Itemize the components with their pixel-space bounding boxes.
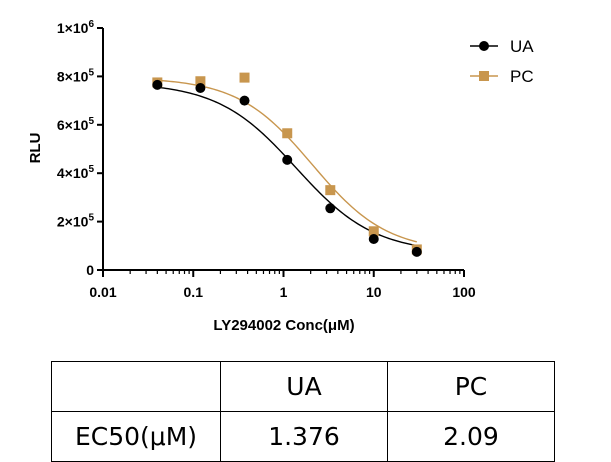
legend: UA PC (470, 37, 534, 86)
y-tick-label: 4×105 (57, 164, 95, 181)
x-tick-label: 10 (366, 284, 382, 300)
x-tick-label: 0.01 (89, 284, 116, 300)
axes: 0 2×105 4×105 6×105 8×105 1×106 0.01 0.1 1 10 100 (57, 19, 476, 300)
y-tick-label: 0 (86, 262, 94, 278)
data-point-ua (195, 83, 206, 94)
data-point-ua (368, 234, 379, 245)
table-cell: 2.09 (387, 411, 555, 462)
x-axis-title: LY294002 Conc(μM) (213, 317, 354, 334)
data-point-pc (368, 226, 379, 237)
legend-item-ua: UA (470, 37, 534, 56)
legend-marker-pc (479, 71, 489, 81)
table-header-row: UA PC (51, 361, 555, 412)
ec50-table: UA PC EC50(μM) 1.376 2.09 (51, 361, 555, 462)
data-point-pc (239, 72, 250, 83)
data-point-ua (152, 79, 163, 90)
y-tick-label: 6×105 (57, 116, 95, 133)
data-point-ua (239, 95, 250, 106)
legend-item-pc: PC (470, 67, 534, 86)
y-tick-label: 8×105 (57, 67, 95, 84)
y-tick-label: 1×106 (57, 19, 95, 36)
data-points (152, 72, 422, 257)
fit-curve-ua (157, 86, 417, 247)
data-point-pc (325, 185, 336, 196)
table-row: EC50(μM) 1.376 2.09 (51, 411, 555, 462)
table-header-cell: UA (220, 361, 388, 412)
legend-label: PC (510, 67, 534, 86)
y-axis-title: RLU (27, 133, 44, 164)
x-tick-label: 1 (280, 284, 288, 300)
table-cell: 1.376 (220, 411, 388, 462)
x-tick-label: 100 (452, 284, 476, 300)
y-tick-label: 2×105 (57, 213, 95, 230)
data-point-pc (282, 128, 293, 139)
table-row-label: EC50(μM) (51, 411, 221, 462)
data-point-ua (325, 203, 336, 214)
legend-label: UA (510, 37, 534, 56)
table-header-cell: PC (387, 361, 555, 412)
legend-marker-ua (479, 41, 489, 51)
table-header-cell (51, 361, 221, 412)
data-point-ua (411, 246, 422, 257)
x-tick-label: 0.1 (184, 284, 204, 300)
data-point-pc (195, 76, 206, 87)
data-point-ua (282, 154, 293, 165)
